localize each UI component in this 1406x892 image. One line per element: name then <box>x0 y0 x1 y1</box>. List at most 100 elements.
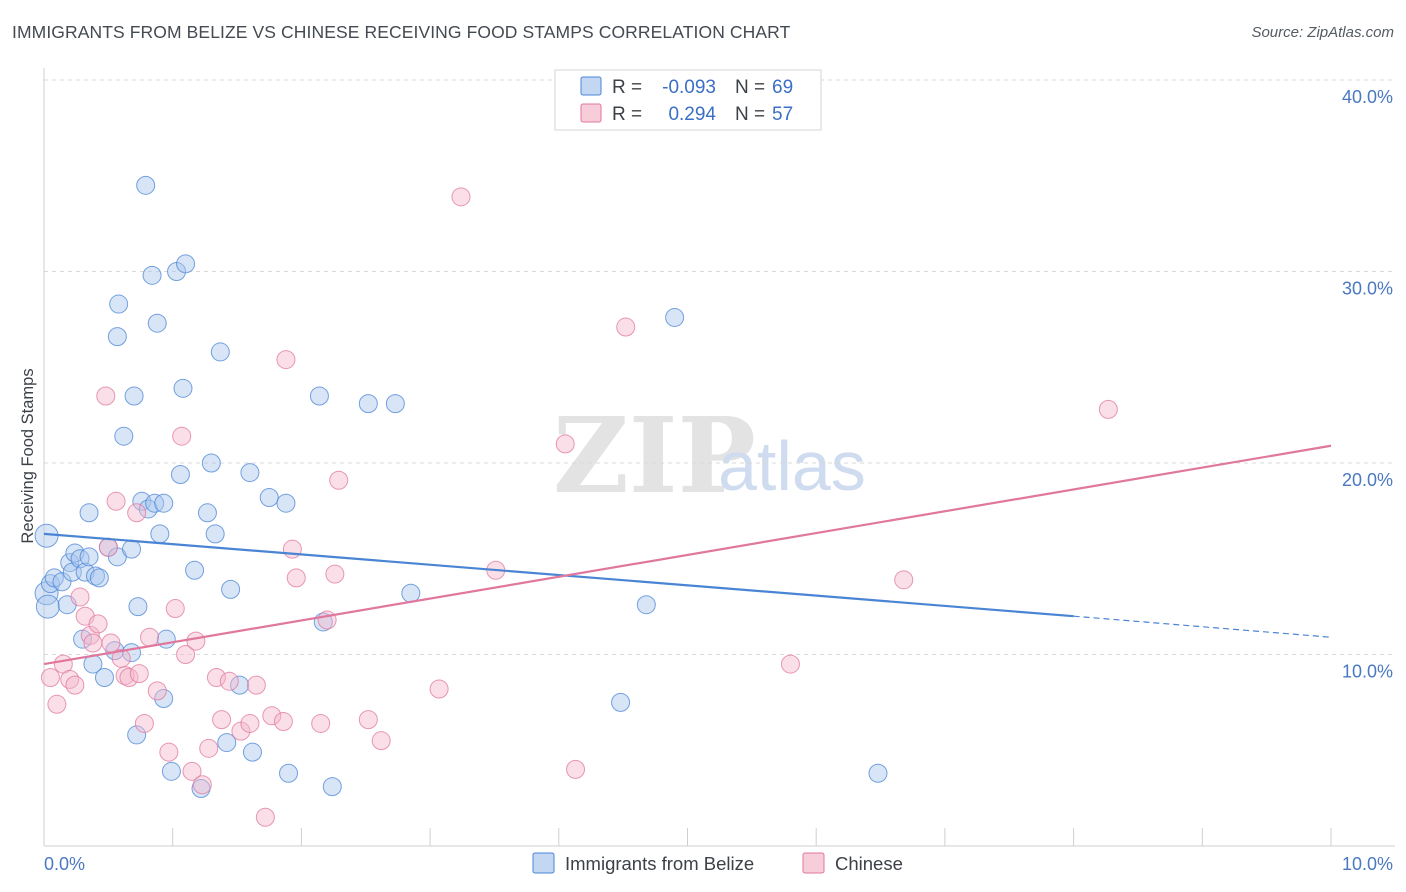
belize-point-57 <box>276 493 296 513</box>
belize-point-65 <box>611 692 631 712</box>
belize-point-33 <box>142 265 162 285</box>
chinese-point-48 <box>429 679 449 699</box>
grid-layer: 10.0% 20.0% 30.0% 40.0% <box>44 79 1395 682</box>
chinese-point-34 <box>240 713 260 733</box>
chinese-point-53 <box>616 317 636 337</box>
chinese-point-47 <box>371 731 391 751</box>
belize-point-9 <box>65 543 85 563</box>
belize-point-37 <box>154 493 174 513</box>
belize-point-27 <box>124 386 144 406</box>
belize-point-50 <box>210 342 230 362</box>
chinese-point-56 <box>1098 399 1118 419</box>
y-tick-label-40: 40.0% <box>1342 87 1393 107</box>
belize-point-66 <box>636 595 656 615</box>
belize-point-43 <box>173 378 193 398</box>
chinese-point-42 <box>311 713 331 733</box>
source-label: Source: ZipAtlas.com <box>1251 24 1394 41</box>
belize-point-14 <box>79 503 99 523</box>
legend-r-label-chinese: R = <box>612 104 642 125</box>
legend-n-label-belize: N = <box>735 77 765 98</box>
belize-point-62 <box>358 394 378 414</box>
belize-point-56 <box>259 487 279 507</box>
chinese-point-18 <box>129 664 149 684</box>
chinese-point-32 <box>219 671 239 691</box>
belize-point-2 <box>35 594 60 619</box>
belize-point-45 <box>185 560 205 580</box>
chinese-point-44 <box>325 564 345 584</box>
belize-point-52 <box>221 579 241 599</box>
belize-point-67 <box>665 307 685 327</box>
y-axis-title: Receiving Food Stamps <box>19 368 37 543</box>
chinese-point-35 <box>246 675 266 695</box>
chinese-point-9 <box>88 614 108 634</box>
belize-point-58 <box>279 763 299 783</box>
belize-point-22 <box>107 327 127 347</box>
belize-point-17 <box>89 568 109 588</box>
bottom-legend: Immigrants from Belize Chinese <box>532 852 903 874</box>
chinese-point-52 <box>566 759 586 779</box>
belize-point-28 <box>127 725 147 745</box>
chinese-point-43 <box>317 610 337 630</box>
y-tick-label-10: 10.0% <box>1342 662 1393 682</box>
chinese-point-31 <box>212 710 232 730</box>
chinese-point-3 <box>60 669 80 689</box>
y-tick-label-20: 20.0% <box>1342 470 1393 490</box>
bottom-legend-label-belize: Immigrants from Belize <box>565 853 754 874</box>
belize-point-26 <box>122 539 142 559</box>
belize-point-38 <box>154 689 174 709</box>
belize-point-36 <box>150 524 170 544</box>
legend-r-value-belize: -0.093 <box>662 77 716 98</box>
belize-point-23 <box>109 294 129 314</box>
belize-point-54 <box>240 463 260 483</box>
chinese-point-21 <box>147 681 167 701</box>
chart-title: IMMIGRANTS FROM BELIZE VS CHINESE RECEIV… <box>12 22 791 42</box>
legend-swatch-chinese <box>580 103 602 123</box>
watermark-zip: ZIP <box>553 394 756 517</box>
chinese-point-7 <box>80 625 100 645</box>
chinese-point-27 <box>186 631 206 651</box>
belize-point-47 <box>197 503 217 523</box>
belize-point-40 <box>161 761 181 781</box>
legend-r-value-chinese: 0.294 <box>668 104 716 125</box>
chinese-point-5 <box>70 587 90 607</box>
chinese-point-17 <box>127 503 147 523</box>
chinese-point-36 <box>255 807 275 827</box>
belize-point-13 <box>79 547 99 567</box>
belize-trend-extension <box>1073 615 1332 638</box>
chinese-point-29 <box>199 738 219 758</box>
chinese-point-30 <box>206 667 226 687</box>
legend-r-label-belize: R = <box>612 77 642 98</box>
chinese-point-20 <box>140 627 160 647</box>
trend-layer <box>43 444 1332 666</box>
chinese-point-49 <box>451 187 471 207</box>
chinese-point-39 <box>276 350 296 370</box>
chinese-point-10 <box>96 386 116 406</box>
chinese-point-13 <box>106 491 126 511</box>
chinese-point-28 <box>192 775 212 795</box>
chinese-point-12 <box>101 633 121 653</box>
chinese-point-8 <box>83 633 103 653</box>
belize-point-53 <box>230 675 250 695</box>
belize-point-18 <box>94 667 114 687</box>
chinese-point-22 <box>159 742 179 762</box>
legend-n-value-chinese: 57 <box>772 104 793 125</box>
chinese-trend-line <box>43 444 1332 666</box>
belize-point-49 <box>205 524 225 544</box>
bottom-legend-swatch-belize <box>532 852 555 874</box>
belize-point-5 <box>52 572 72 592</box>
chinese-point-46 <box>358 710 378 730</box>
x-tick-label-min: 0.0% <box>44 854 85 874</box>
chinese-point-24 <box>172 426 192 446</box>
belize-point-48 <box>201 453 221 473</box>
bottom-legend-label-chinese: Chinese <box>835 853 903 874</box>
belize-trend-line <box>43 532 1074 618</box>
belize-point-61 <box>322 777 342 797</box>
chinese-point-51 <box>555 434 575 454</box>
chinese-point-38 <box>273 712 293 732</box>
chinese-point-23 <box>165 599 185 619</box>
axis-layer: 0.0% 10.0% <box>43 68 1395 874</box>
chinese-point-11 <box>98 537 118 557</box>
belize-point-44 <box>176 254 196 274</box>
belize-point-29 <box>128 597 148 617</box>
